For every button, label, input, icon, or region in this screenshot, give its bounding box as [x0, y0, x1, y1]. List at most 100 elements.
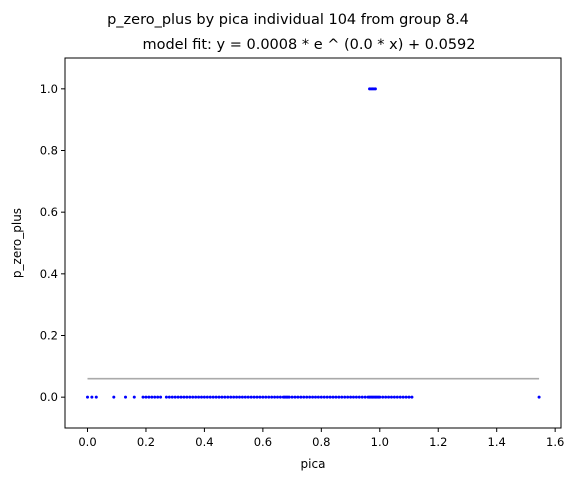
data-point	[313, 395, 317, 399]
data-point	[124, 395, 128, 399]
data-point	[407, 395, 411, 399]
x-tick-label: 1.2	[429, 435, 447, 449]
data-point	[278, 395, 282, 399]
data-point	[237, 395, 241, 399]
data-point	[150, 395, 154, 399]
x-tick-label: 0.0	[78, 435, 96, 449]
x-tick-label: 0.6	[254, 435, 272, 449]
data-point	[334, 395, 338, 399]
data-point	[293, 395, 297, 399]
data-point	[387, 395, 391, 399]
data-point	[176, 395, 180, 399]
data-point	[337, 395, 341, 399]
data-point	[264, 395, 268, 399]
y-tick-label: 0.6	[40, 205, 58, 219]
plot-frame	[64, 57, 562, 429]
data-point	[220, 395, 224, 399]
chart-title: p_zero_plus by pica individual 104 from …	[107, 12, 469, 28]
data-point	[273, 395, 277, 399]
data-point	[197, 395, 201, 399]
data-point	[156, 395, 160, 399]
data-point	[205, 395, 209, 399]
data-point	[211, 395, 215, 399]
data-point	[164, 395, 168, 399]
data-point	[349, 395, 353, 399]
data-point	[296, 395, 300, 399]
data-point	[270, 395, 274, 399]
data-point	[232, 395, 236, 399]
data-point	[331, 395, 335, 399]
y-axis-ticks: 0.0 0.2 0.4 0.6 0.8 1.0	[40, 82, 65, 404]
data-point	[267, 395, 271, 399]
x-axis-ticks: 0.0 0.2 0.4 0.6 0.8 1.0 1.2 1.4 1.6	[78, 428, 564, 449]
data-point	[395, 395, 399, 399]
data-point	[202, 395, 206, 399]
data-point	[346, 395, 350, 399]
data-point	[179, 395, 183, 399]
data-point	[302, 395, 306, 399]
data-point	[188, 395, 192, 399]
data-point	[275, 395, 279, 399]
data-point	[147, 395, 151, 399]
points-layer	[86, 87, 541, 399]
data-point	[208, 395, 212, 399]
data-point	[132, 395, 136, 399]
data-point	[378, 395, 382, 399]
data-point	[401, 395, 405, 399]
data-point	[159, 395, 163, 399]
data-point	[144, 395, 148, 399]
data-point	[249, 395, 253, 399]
x-tick-label: 1.4	[488, 435, 506, 449]
y-tick-label: 0.0	[40, 390, 58, 404]
data-point	[182, 395, 186, 399]
data-point	[360, 395, 364, 399]
data-point	[173, 395, 177, 399]
data-point	[354, 395, 358, 399]
y-tick-label: 0.8	[40, 144, 58, 158]
y-tick-label: 0.2	[40, 329, 58, 343]
data-point	[261, 395, 265, 399]
data-point	[311, 395, 315, 399]
data-point	[537, 395, 541, 399]
data-point	[86, 395, 90, 399]
data-point	[246, 395, 250, 399]
data-point	[357, 395, 361, 399]
data-point	[235, 395, 239, 399]
x-tick-label: 1.6	[546, 435, 564, 449]
data-point	[226, 395, 230, 399]
data-point	[410, 395, 414, 399]
data-point	[199, 395, 203, 399]
x-tick-label: 0.4	[195, 435, 213, 449]
data-point	[90, 395, 94, 399]
x-axis-label: pica	[301, 457, 326, 471]
data-point	[404, 395, 408, 399]
data-point	[112, 395, 116, 399]
data-point	[381, 395, 385, 399]
data-point	[240, 395, 244, 399]
y-axis-label: p_zero_plus	[10, 208, 24, 278]
data-point	[223, 395, 227, 399]
y-tick-label: 1.0	[40, 82, 58, 96]
data-point	[389, 395, 393, 399]
data-point	[373, 87, 377, 91]
data-point	[328, 395, 332, 399]
data-point	[287, 395, 291, 399]
chart-subtitle: model fit: y = 0.0008 * e ^ (0.0 * x) + …	[142, 37, 475, 53]
data-point	[170, 395, 174, 399]
x-tick-label: 0.8	[312, 435, 330, 449]
data-point	[308, 395, 312, 399]
data-point	[229, 395, 233, 399]
data-point	[243, 395, 247, 399]
data-point	[299, 395, 303, 399]
data-point	[217, 395, 221, 399]
data-point	[290, 395, 294, 399]
data-point	[255, 395, 259, 399]
data-point	[153, 395, 157, 399]
plot-area	[86, 87, 541, 399]
data-point	[185, 395, 189, 399]
data-point	[343, 395, 347, 399]
y-tick-label: 0.4	[40, 267, 58, 281]
data-point	[167, 395, 171, 399]
data-point	[191, 395, 195, 399]
